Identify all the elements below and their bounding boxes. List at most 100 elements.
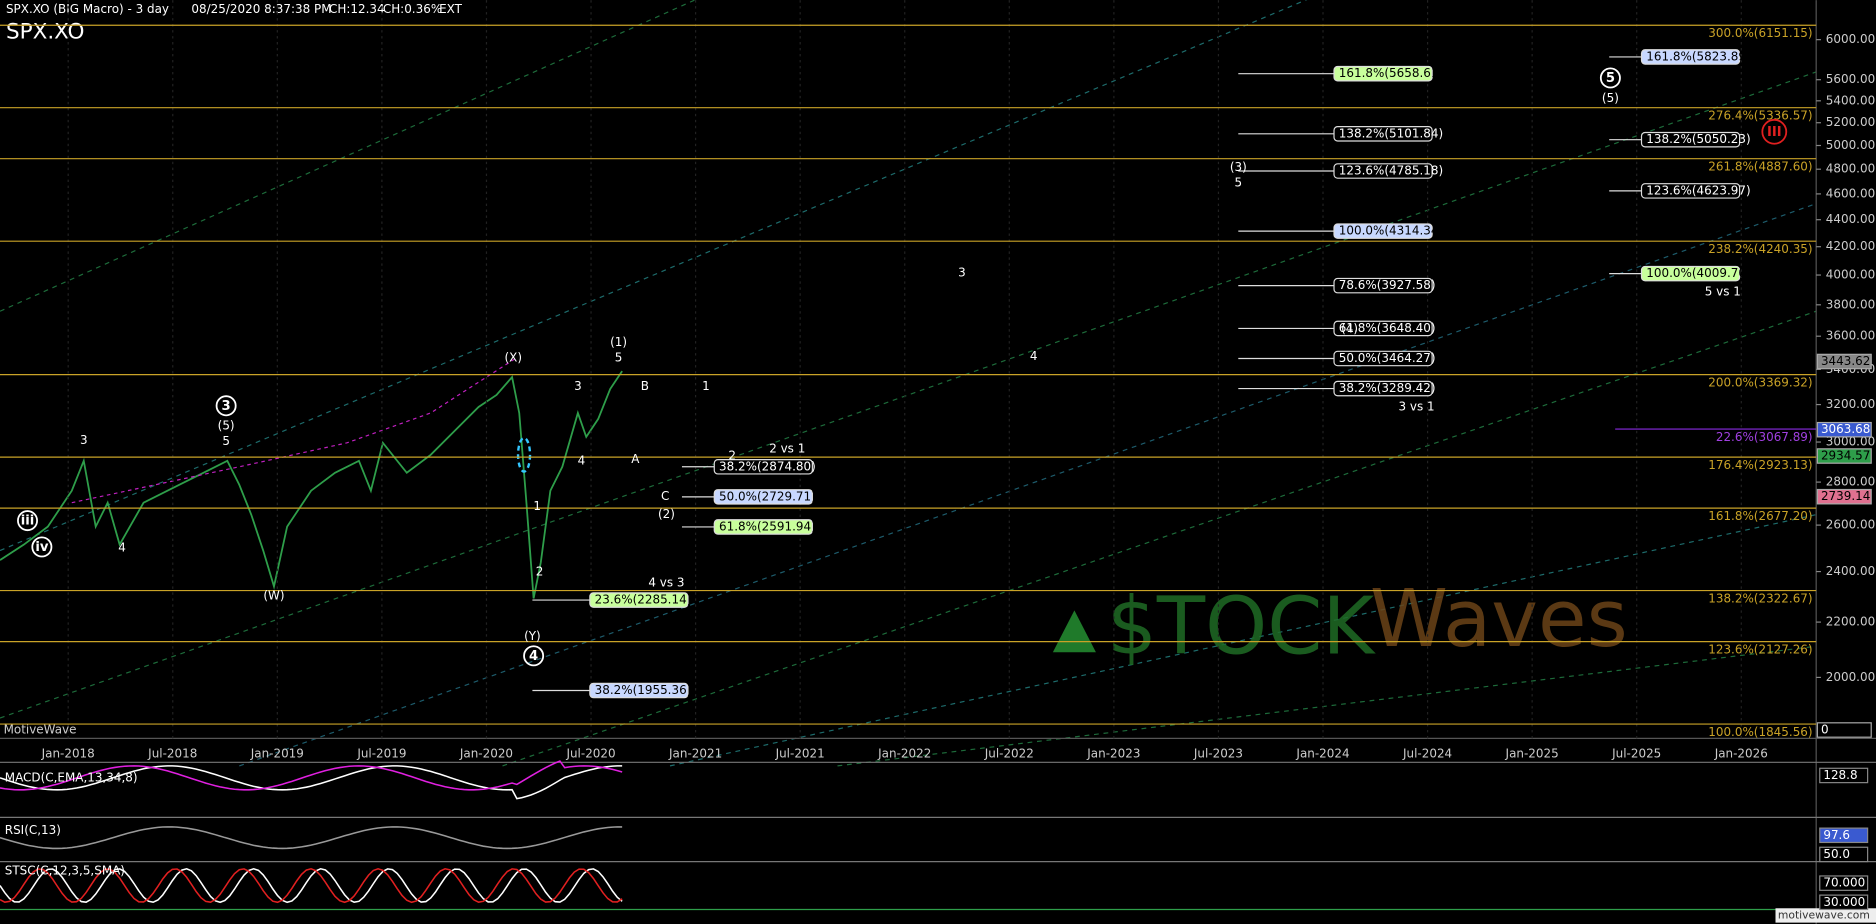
projection-box: [589, 592, 689, 608]
wave-label: 3: [80, 433, 88, 447]
fib-level-label: 176.4%(2923.13): [1708, 458, 1812, 472]
footer-bg: [1775, 908, 1876, 923]
x-tick-label: Jan-2026: [1714, 746, 1768, 760]
price-series: [0, 370, 623, 599]
fib-level-label: 22.6%(3067.89): [1716, 430, 1813, 444]
x-tick-label: Jan-2023: [1086, 746, 1140, 760]
price-tag: [1816, 722, 1872, 738]
x-tick-label: Jul-2020: [565, 746, 615, 760]
wave-label: 4: [118, 541, 126, 555]
wave-label: 5: [615, 350, 623, 364]
projection-label: 161.8%(5658.61): [1339, 66, 1443, 80]
wave-label: (4): [1341, 322, 1358, 336]
y-tick-label: 3000.00: [1826, 435, 1875, 449]
wave-label: 5 vs 1: [1705, 285, 1741, 299]
wave-label: 3: [574, 379, 582, 393]
projection-box: [1640, 131, 1741, 148]
watermark-right: Waves: [1370, 573, 1628, 665]
indicator-tag: [1819, 846, 1869, 863]
ext: EXT: [439, 2, 463, 16]
watermark-left: $TOCK: [1107, 580, 1377, 672]
wave-label: III: [1767, 125, 1782, 140]
y-tick-label: 4200.00: [1826, 239, 1875, 253]
price-tag: [1816, 488, 1872, 505]
projection-label: 61.8%(3648.40): [1339, 321, 1436, 335]
projection-box: [1333, 350, 1433, 367]
wave-label: 4 vs 3: [648, 575, 684, 589]
x-tick-label: Jul-2024: [1402, 746, 1452, 760]
x-tick-label: Jan-2019: [250, 746, 304, 760]
wave-circle: [1761, 118, 1788, 145]
y-tick-label: 6000.00: [1826, 32, 1875, 46]
wave-label: (X): [505, 350, 523, 364]
y-tick-label: 5400.00: [1826, 93, 1875, 107]
price-tag-label: 0: [1821, 723, 1829, 737]
projection-label: 38.2%(1955.36): [595, 683, 692, 697]
fib-level-label: 300.0%(6151.15): [1708, 26, 1812, 40]
projection-label: 23.6%(2285.14): [595, 593, 692, 607]
indicator-name: STSC(C,12,3,5,SMA): [5, 864, 125, 878]
wave-label: 4: [529, 649, 538, 664]
projection-box: [1640, 49, 1741, 65]
timestamp: 08/25/2020 8:37:38 PM: [191, 2, 331, 16]
symbol: SPX.XO: [6, 19, 85, 44]
indicator-value: 50.0: [1823, 847, 1850, 861]
y-tick-label: 2400.00: [1826, 564, 1875, 578]
wave-label: (W): [263, 589, 284, 603]
projection-label: 138.2%(5050.23): [1646, 132, 1750, 146]
projection-box: [1333, 65, 1433, 82]
wave-label: 3: [958, 265, 966, 279]
wave-label: 2: [728, 449, 736, 463]
indicator-value: 97.6: [1823, 828, 1850, 842]
projection-box: [1333, 320, 1433, 337]
wave-label: iii: [21, 514, 35, 529]
y-tick-label: 2800.00: [1826, 475, 1875, 489]
wave-label: (2): [658, 507, 675, 521]
wave-label: 4: [1030, 349, 1038, 363]
projection-box: [713, 519, 813, 535]
projection-label: 138.2%(5101.84): [1339, 126, 1443, 140]
wave-label: 2 vs 1: [769, 441, 805, 455]
price-tag: [1816, 448, 1872, 464]
y-tick-label: 5200.00: [1826, 115, 1875, 129]
fib-level-label: 200.0%(3369.32): [1708, 376, 1812, 390]
projection-label: 50.0%(3464.27): [1339, 351, 1436, 365]
wave-label: 1: [533, 499, 541, 513]
x-tick-label: Jul-2019: [356, 746, 406, 760]
fib-level-label: 161.8%(2677.20): [1708, 509, 1812, 523]
wave-label: C: [661, 489, 669, 503]
projection-box: [1333, 380, 1433, 397]
wave-label: (Y): [524, 629, 541, 643]
price-tag-label: 2934.57: [1821, 449, 1870, 463]
projection-label: 61.8%(2591.94): [719, 519, 816, 533]
wave-label: 3: [222, 399, 231, 414]
footer: motivewave.com: [1778, 908, 1870, 921]
fib-level-label: 238.2%(4240.35): [1708, 242, 1812, 256]
wave-label: 5: [1234, 176, 1242, 190]
x-tick-label: Jan-2018: [41, 746, 95, 760]
wave-label: (3): [1230, 160, 1247, 174]
x-tick-label: Jul-2022: [984, 746, 1034, 760]
price-tag-label: 2739.14: [1821, 489, 1870, 503]
projection-label: 123.6%(4785.18): [1339, 163, 1443, 177]
y-tick-label: 2000.00: [1826, 670, 1875, 684]
x-tick-label: Jan-2022: [877, 746, 931, 760]
projection-box: [1640, 183, 1741, 199]
y-tick-label: 3200.00: [1826, 397, 1875, 411]
highlight-ellipse: [516, 436, 532, 473]
projection-label: 161.8%(5823.89): [1646, 49, 1750, 63]
change: CH:12.34: [329, 2, 385, 16]
wave-circle: [523, 645, 545, 667]
indicator-line: [0, 867, 623, 904]
x-tick-label: Jan-2020: [459, 746, 513, 760]
y-tick-label: 5000.00: [1826, 138, 1875, 152]
indicator-tag: [1819, 894, 1869, 911]
price-tag: [1816, 353, 1872, 370]
wave-label: 1: [702, 379, 710, 393]
fib-level-label: 100.0%(1845.56): [1708, 725, 1812, 739]
y-tick-label: 5600.00: [1826, 72, 1875, 86]
fib-level-label: 276.4%(5336.57): [1708, 109, 1812, 123]
wave-circle: [1599, 67, 1621, 89]
